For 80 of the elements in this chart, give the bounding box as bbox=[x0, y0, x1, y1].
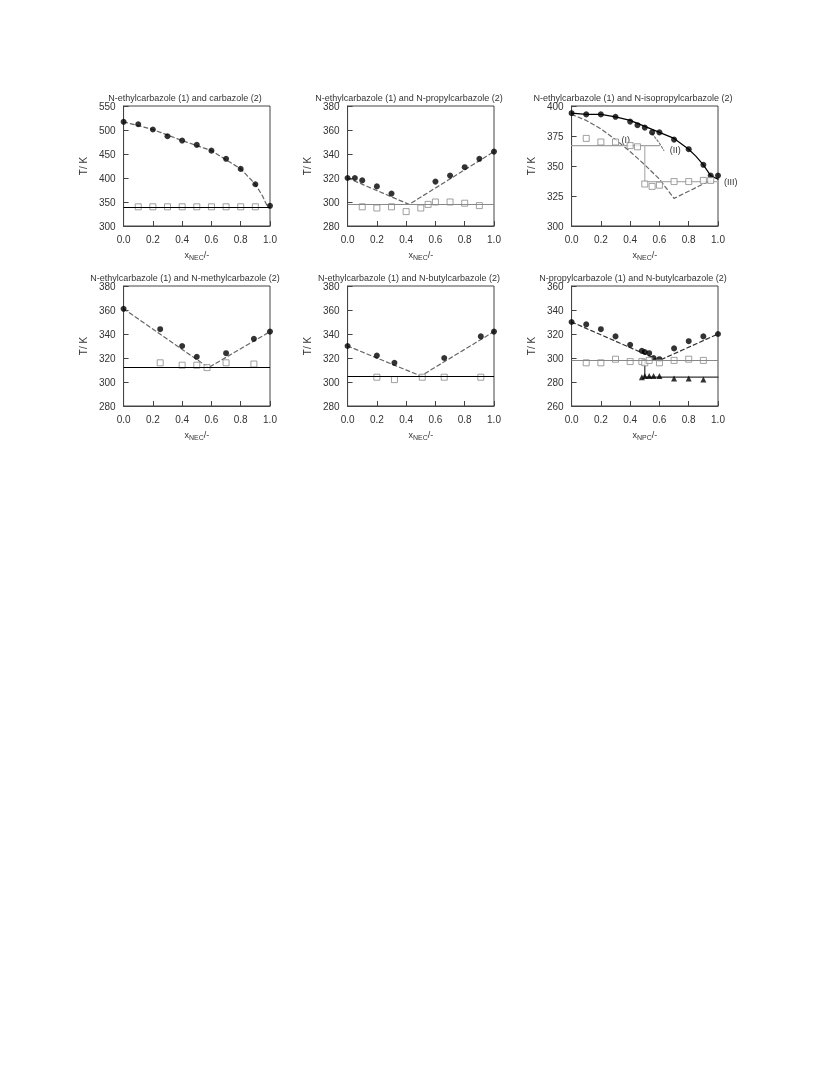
y-tick-label: 320 bbox=[546, 328, 565, 340]
annotation: (II) bbox=[669, 145, 681, 156]
y-axis-title: T/ K bbox=[301, 156, 313, 176]
x-tick-label: 0.0 bbox=[564, 233, 579, 245]
x-tick-label: 0.0 bbox=[340, 413, 355, 425]
x-tick-label: 0.4 bbox=[175, 413, 190, 425]
x-tick-label: 0.2 bbox=[145, 413, 161, 425]
x-tick-label: 0.4 bbox=[399, 233, 414, 245]
x-tick-label: 0.8 bbox=[233, 413, 249, 425]
y-axis-title: T/ K bbox=[525, 156, 537, 176]
x-tick-label: 0.2 bbox=[369, 413, 385, 425]
x-tick-label: 0.2 bbox=[593, 413, 609, 425]
x-tick-label: 1.0 bbox=[263, 233, 278, 245]
chart-title: N-ethylcarbazole (1) and N-methylcarbazole (2) bbox=[90, 272, 280, 283]
chart-title: N-propylcarbazole (1) and N-butylcarbazole (2) bbox=[539, 272, 727, 283]
x-tick-label: 1.0 bbox=[711, 233, 726, 245]
x-tick-label: 0.6 bbox=[428, 413, 443, 425]
chart-title: N-ethylcarbazole (1) and N-propylcarbazole (2) bbox=[315, 92, 503, 103]
y-tick-label: 360 bbox=[98, 304, 117, 316]
y-tick-label: 360 bbox=[322, 124, 341, 136]
y-tick-label: 450 bbox=[98, 148, 117, 160]
x-tick-label: 0.0 bbox=[116, 233, 131, 245]
chart-title: N-ethylcarbazole (1) and carbazole (2) bbox=[108, 92, 262, 103]
x-tick-label: 0.2 bbox=[593, 233, 609, 245]
y-tick-label: 500 bbox=[98, 124, 117, 136]
x-tick-label: 0.8 bbox=[457, 413, 473, 425]
y-tick-label: 280 bbox=[322, 220, 341, 232]
y-tick-label: 280 bbox=[546, 376, 565, 388]
x-tick-label: 0.0 bbox=[564, 413, 579, 425]
y-tick-label: 280 bbox=[322, 400, 341, 412]
y-tick-label: 300 bbox=[98, 220, 117, 232]
y-tick-label: 320 bbox=[322, 352, 341, 364]
x-tick-label: 0.6 bbox=[428, 233, 443, 245]
x-tick-label: 0.8 bbox=[681, 233, 697, 245]
x-tick-label: 1.0 bbox=[711, 413, 726, 425]
x-tick-label: 0.4 bbox=[623, 233, 638, 245]
chart-title: N-ethylcarbazole (1) and N-isopropylcarbazole (2) bbox=[533, 92, 733, 103]
y-tick-label: 325 bbox=[546, 190, 565, 202]
y-tick-label: 340 bbox=[98, 328, 117, 340]
y-tick-label: 320 bbox=[98, 352, 117, 364]
y-tick-label: 300 bbox=[546, 220, 565, 232]
x-tick-label: 0.6 bbox=[204, 233, 219, 245]
x-tick-label: 1.0 bbox=[263, 413, 278, 425]
x-tick-label: 0.2 bbox=[145, 233, 161, 245]
y-tick-label: 300 bbox=[322, 376, 341, 388]
x-tick-label: 1.0 bbox=[487, 413, 502, 425]
y-axis-title: T/ K bbox=[301, 336, 313, 356]
x-tick-label: 0.4 bbox=[175, 233, 190, 245]
x-tick-label: 0.4 bbox=[399, 413, 414, 425]
x-tick-label: 0.8 bbox=[681, 413, 697, 425]
y-tick-label: 360 bbox=[322, 304, 341, 316]
y-tick-label: 340 bbox=[322, 328, 341, 340]
x-tick-label: 0.6 bbox=[204, 413, 219, 425]
y-axis-title: T/ K bbox=[525, 336, 537, 356]
x-tick-label: 0.6 bbox=[652, 413, 667, 425]
y-tick-label: 550 bbox=[98, 100, 117, 112]
y-tick-label: 340 bbox=[546, 304, 565, 316]
annotation: (III) bbox=[724, 176, 738, 187]
y-tick-label: 320 bbox=[322, 172, 341, 184]
y-tick-label: 350 bbox=[98, 196, 117, 208]
x-tick-label: 0.0 bbox=[340, 233, 355, 245]
y-tick-label: 260 bbox=[546, 400, 565, 412]
x-tick-label: 1.0 bbox=[487, 233, 502, 245]
y-tick-label: 300 bbox=[322, 196, 341, 208]
y-tick-label: 280 bbox=[98, 400, 117, 412]
y-axis-title: T/ K bbox=[77, 156, 89, 176]
x-tick-label: 0.8 bbox=[457, 233, 473, 245]
x-tick-label: 0.8 bbox=[233, 233, 249, 245]
y-tick-label: 375 bbox=[546, 130, 565, 142]
y-tick-label: 300 bbox=[98, 376, 117, 388]
x-tick-label: 0.0 bbox=[116, 413, 131, 425]
y-tick-label: 300 bbox=[546, 352, 565, 364]
y-tick-label: 340 bbox=[322, 148, 341, 160]
x-tick-label: 0.4 bbox=[623, 413, 638, 425]
annotation: (I) bbox=[621, 134, 631, 145]
y-tick-label: 350 bbox=[546, 160, 565, 172]
x-tick-label: 0.6 bbox=[652, 233, 667, 245]
x-tick-label: 0.2 bbox=[369, 233, 385, 245]
y-axis-title: T/ K bbox=[77, 336, 89, 356]
y-tick-label: 400 bbox=[98, 172, 117, 184]
